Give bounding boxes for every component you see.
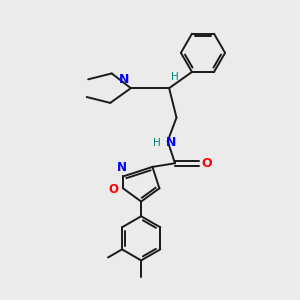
Text: N: N [166, 136, 177, 149]
Text: H: H [171, 72, 178, 82]
Text: H: H [153, 138, 161, 148]
Text: N: N [116, 160, 127, 173]
Text: O: O [109, 183, 118, 196]
Text: O: O [201, 157, 211, 170]
Text: N: N [119, 73, 129, 86]
